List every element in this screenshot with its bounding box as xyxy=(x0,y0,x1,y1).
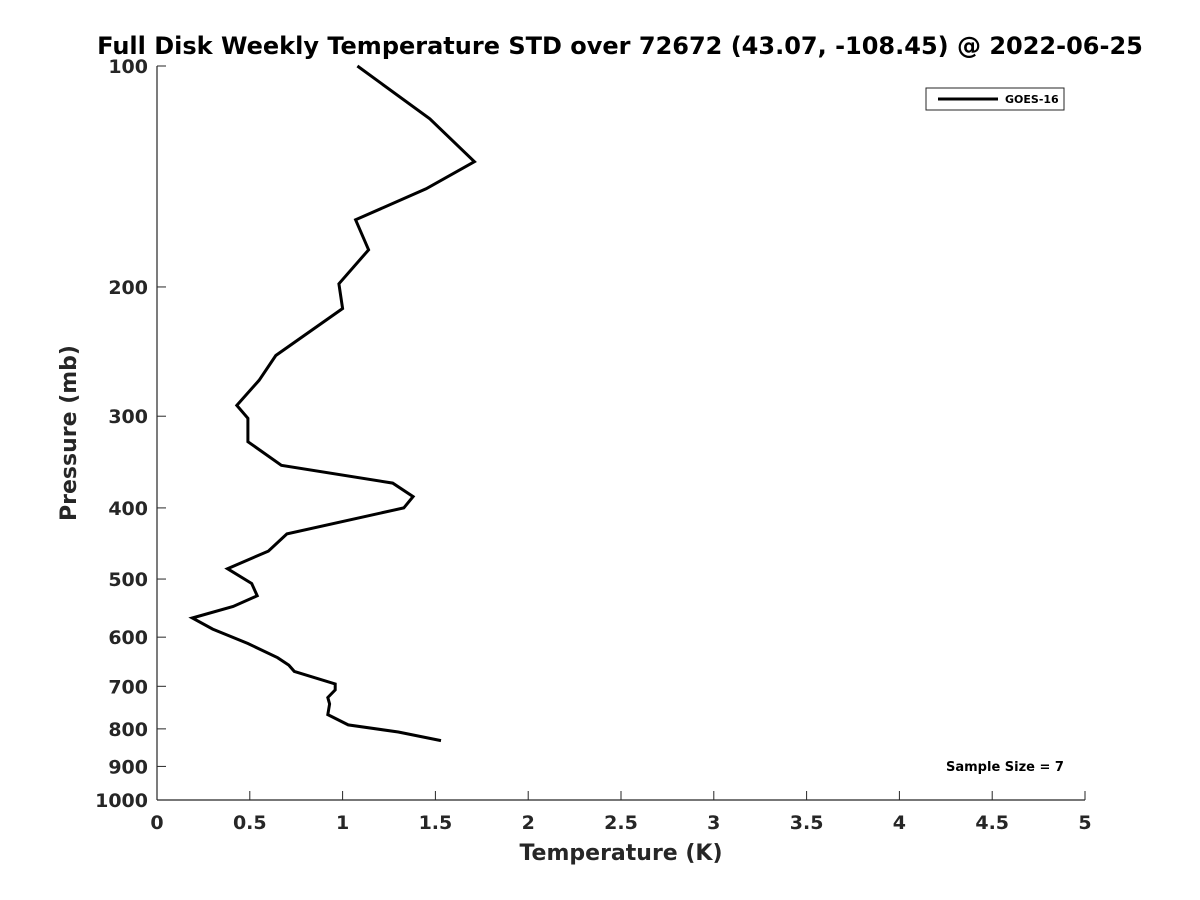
axes xyxy=(156,66,1085,801)
y-tick-label: 200 xyxy=(108,277,148,299)
legend: GOES-16 xyxy=(925,87,1065,111)
y-tick-label: 300 xyxy=(108,406,148,428)
y-axis-label: Pressure (mb) xyxy=(57,345,82,521)
y-tick-label: 1000 xyxy=(95,790,148,812)
y-tick-label: 900 xyxy=(108,756,148,778)
x-ticks: 0 0.5 1 1.5 2 2.5 3 3.5 4 4.5 5 xyxy=(150,791,1092,834)
x-tick-label: 4.5 xyxy=(975,812,1009,834)
x-tick-label: 2 xyxy=(522,812,535,834)
series-layer xyxy=(188,64,477,743)
y-tick-label: 800 xyxy=(108,719,148,741)
x-tick-label: 3 xyxy=(707,812,720,834)
x-tick-label: 0.5 xyxy=(233,812,267,834)
y-ticks: 100 200 300 400 500 600 700 800 900 1000 xyxy=(95,56,166,812)
x-tick-label: 0 xyxy=(150,812,163,834)
legend-label-goes-16: GOES-16 xyxy=(1005,93,1059,106)
x-tick-label: 4 xyxy=(893,812,906,834)
y-tick-label: 600 xyxy=(108,627,148,649)
x-axis-label: Temperature (K) xyxy=(519,841,722,866)
x-tick-label: 1 xyxy=(336,812,349,834)
y-tick-label: 100 xyxy=(108,56,148,78)
chart-title: Full Disk Weekly Temperature STD over 72… xyxy=(97,32,1143,60)
y-tick-label: 500 xyxy=(108,569,148,591)
series-line-goes-16 xyxy=(188,64,477,743)
x-tick-label: 1.5 xyxy=(419,812,453,834)
x-tick-label: 2.5 xyxy=(604,812,638,834)
y-tick-label: 400 xyxy=(108,498,148,520)
x-tick-label: 5 xyxy=(1078,812,1091,834)
sample-size-annotation: Sample Size = 7 xyxy=(946,760,1064,775)
x-tick-label: 3.5 xyxy=(790,812,824,834)
y-tick-label: 700 xyxy=(108,676,148,698)
